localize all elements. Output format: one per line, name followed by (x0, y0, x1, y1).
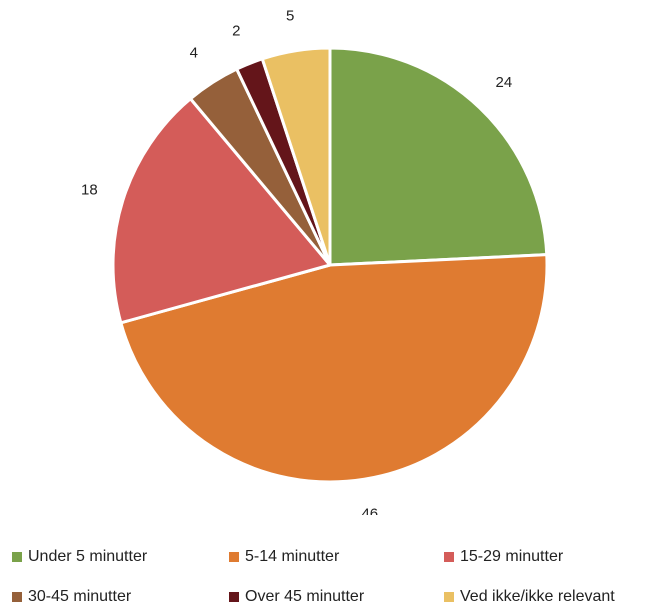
pie-slice-ved-ikke (260, 46, 332, 267)
pie-slices (111, 46, 549, 484)
legend-item-ved-ikke: Ved ikke/ikke relevant (444, 588, 615, 606)
legend-swatch-5-14 (229, 552, 239, 562)
data-label-5-14: 46 (361, 505, 378, 515)
legend-item-30-45: 30-45 minutter (12, 588, 131, 606)
legend-label-ved-ikke: Ved ikke/ikke relevant (460, 588, 615, 605)
legend-item-5-14: 5-14 minutter (229, 548, 339, 566)
legend-item-under-5: Under 5 minutter (12, 548, 147, 566)
legend-swatch-15-29 (444, 552, 454, 562)
pie-slice-15-29 (111, 97, 332, 325)
data-label-ved-ikke: 5 (286, 8, 294, 25)
legend-label-30-45: 30-45 minutter (28, 588, 132, 605)
legend-item-over-45: Over 45 minutter (229, 588, 364, 606)
data-label-15-29: 18 (81, 182, 98, 199)
pie-slice-under-5 (328, 46, 549, 267)
legend-label-under-5: Under 5 minutter (28, 548, 148, 565)
data-label-30-45: 4 (190, 45, 198, 62)
pie-chart: 24 46 18 4 2 5 (81, 8, 549, 515)
legend-swatch-over-45 (229, 592, 239, 602)
legend-label-5-14: 5-14 minutter (245, 548, 340, 565)
legend-swatch-under-5 (12, 552, 22, 562)
legend-item-15-29: 15-29 minutter (444, 548, 563, 566)
pie-data-labels: 24 46 18 4 2 5 (81, 8, 512, 515)
legend-label-over-45: Over 45 minutter (245, 588, 365, 605)
pie-slice-5-14 (119, 253, 549, 484)
legend-swatch-30-45 (12, 592, 22, 602)
data-label-under-5: 24 (496, 74, 513, 91)
data-label-over-45: 2 (232, 23, 240, 40)
legend-label-15-29: 15-29 minutter (460, 548, 564, 565)
legend-swatch-ved-ikke (444, 592, 454, 602)
